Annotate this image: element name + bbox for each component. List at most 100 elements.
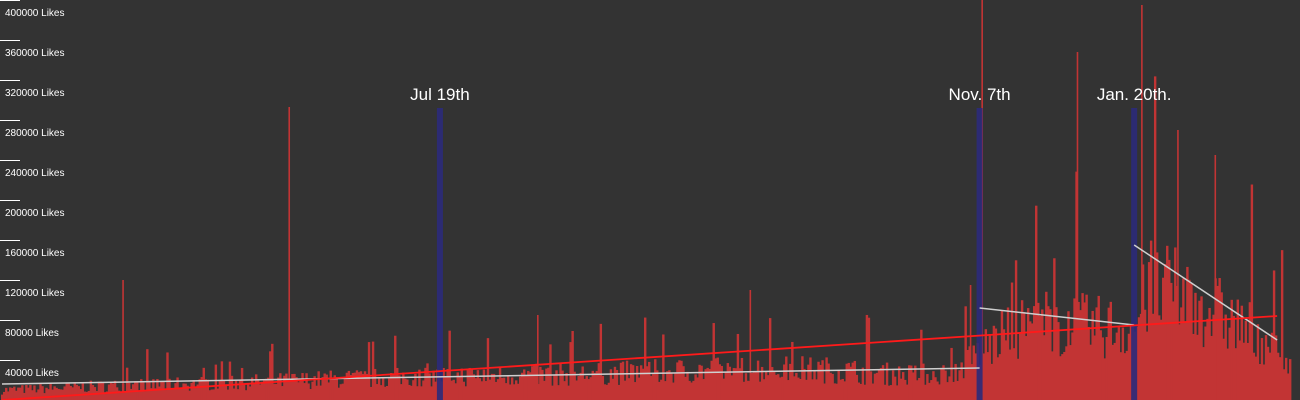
bar — [704, 369, 707, 400]
bar — [125, 367, 129, 400]
bar — [1006, 307, 1010, 400]
bar — [539, 366, 542, 400]
bar — [59, 389, 62, 400]
bar — [71, 387, 74, 400]
bar — [962, 378, 965, 400]
bar — [1242, 342, 1246, 400]
bar — [51, 389, 54, 400]
bar — [206, 379, 209, 400]
bar — [63, 386, 66, 400]
bar — [1206, 318, 1209, 400]
bar — [557, 385, 560, 400]
bar — [940, 367, 943, 400]
bar — [956, 380, 959, 400]
bar — [899, 378, 903, 400]
bar — [984, 329, 988, 400]
bar — [103, 392, 107, 400]
bar — [859, 383, 863, 400]
bar — [498, 367, 502, 400]
y-tick-label: 80000 Likes — [5, 328, 59, 339]
bar — [230, 375, 234, 400]
bar — [585, 376, 588, 400]
bar — [369, 386, 373, 400]
bar — [119, 392, 123, 400]
bar — [1010, 282, 1014, 400]
bar — [1111, 344, 1115, 400]
bar — [688, 380, 691, 400]
bar — [307, 383, 310, 400]
bar — [1049, 309, 1052, 400]
y-tick-label: 200000 Likes — [5, 208, 65, 219]
bar — [375, 384, 379, 400]
bar — [523, 369, 526, 400]
bar — [1107, 307, 1110, 400]
bar — [150, 388, 153, 400]
bar — [1222, 338, 1225, 400]
bar — [930, 380, 933, 400]
bar — [1157, 315, 1161, 400]
bar — [1204, 326, 1207, 400]
bar — [1123, 353, 1127, 400]
bar — [347, 370, 351, 400]
bar — [972, 345, 975, 400]
bar — [379, 385, 383, 400]
bar — [533, 364, 536, 400]
bar — [432, 370, 435, 400]
bar — [9, 387, 12, 400]
bar — [410, 385, 413, 400]
bar — [986, 352, 990, 400]
bar — [1103, 358, 1106, 400]
bar — [674, 372, 677, 400]
bar — [111, 383, 115, 400]
bar — [482, 369, 486, 400]
bar — [617, 384, 621, 400]
bar — [514, 380, 518, 400]
bar — [851, 362, 855, 400]
bar — [1119, 352, 1123, 400]
bar — [567, 385, 570, 400]
bar — [932, 371, 935, 400]
bar — [89, 380, 93, 400]
bar — [502, 377, 506, 400]
bar — [424, 367, 427, 400]
event-line — [976, 108, 983, 400]
bar — [73, 382, 76, 400]
bar — [609, 369, 613, 400]
bar — [99, 381, 103, 400]
bar — [736, 333, 740, 400]
bar — [184, 383, 187, 400]
bar — [728, 366, 732, 400]
bar — [996, 357, 1000, 400]
bar — [692, 380, 695, 400]
spike-bar — [537, 315, 539, 400]
bar — [591, 370, 594, 400]
bar — [269, 351, 272, 400]
bar — [1016, 358, 1020, 400]
bar — [192, 380, 195, 400]
bar — [208, 390, 212, 400]
bar — [291, 374, 294, 400]
bar — [349, 375, 353, 400]
bar — [646, 366, 649, 400]
bar — [365, 373, 369, 400]
bar — [658, 381, 661, 400]
bar — [599, 323, 603, 400]
bar — [454, 383, 457, 400]
bar — [297, 382, 300, 400]
bar — [484, 381, 488, 400]
bar — [756, 360, 760, 400]
bar — [512, 384, 516, 400]
bar — [343, 376, 347, 400]
bar — [994, 328, 998, 400]
bar — [1143, 309, 1147, 400]
bar — [529, 372, 532, 400]
bar — [982, 353, 986, 400]
bar — [1254, 356, 1258, 400]
bar — [1097, 295, 1100, 400]
bar — [303, 383, 306, 400]
bar — [1194, 292, 1197, 400]
bar — [706, 367, 709, 400]
bar — [309, 389, 312, 400]
